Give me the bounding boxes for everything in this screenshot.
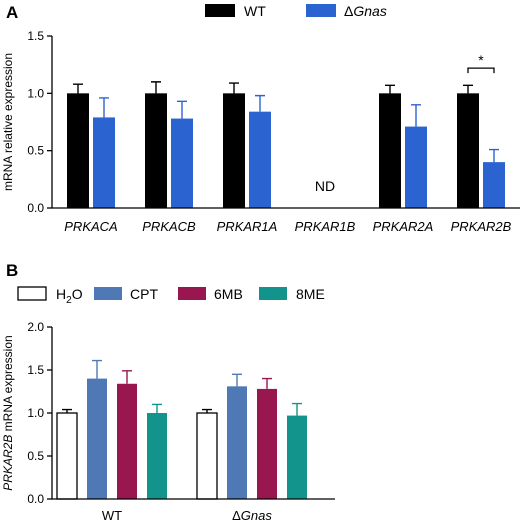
legend-gnas-label: ΔGnas xyxy=(344,3,387,19)
legend-wt-label: WT xyxy=(244,3,266,19)
panel-a-category-prkacb: PRKACB xyxy=(142,219,196,234)
panel-b-bar-h2o-group-0 xyxy=(56,412,78,500)
panel-b-error-bar-6mb-group-1 xyxy=(262,377,272,389)
legend-h2o-swatch xyxy=(17,286,47,301)
panel-b-error-bar-6mb-group-0 xyxy=(122,370,132,384)
panel-a-legend: WT ΔGnas xyxy=(205,3,387,19)
legend-gnas-prefix: Δ xyxy=(344,3,353,19)
panel-b-legend: H2O CPT 6MB 8ME xyxy=(17,286,325,306)
legend-h2o-label: H2O xyxy=(56,286,83,306)
panel-b-bar-cpt-group-0 xyxy=(87,378,107,499)
panel-a-error-bar-wt-prkar2b xyxy=(463,84,473,94)
panel-a-y-tick-label: 1.5 xyxy=(27,29,44,43)
significance-bracket-line xyxy=(467,67,495,74)
legend-h2o-h: H xyxy=(56,286,66,302)
panel-b-y-tick-label: 0.5 xyxy=(27,449,44,463)
panel-a-category-prkaca: PRKACA xyxy=(64,219,117,234)
panel-a-bar-gnas-prkaca xyxy=(93,117,115,208)
panel-b-error-bar-h2o-group-0 xyxy=(62,408,72,413)
legend-cpt-swatch xyxy=(94,287,122,300)
panel-b-category-gnas: ΔGnas xyxy=(232,508,272,523)
panel-b-y-axis-label-italic: PRKAR2B xyxy=(1,435,15,491)
panel-b-y-ticks: 0.0 0.5 1.0 1.5 2.0 xyxy=(27,320,52,506)
panel-b-bar-h2o-group-1 xyxy=(196,412,218,500)
panel-a-category-prkar2a: PRKAR2A xyxy=(373,219,434,234)
panel-b-bar-6mb-group-0 xyxy=(117,383,137,499)
panel-a-y-ticks: 0.0 0.5 1.0 1.5 xyxy=(27,29,52,215)
nd-annotation: ND xyxy=(315,178,335,194)
panel-b-category-gnas-italic: Gnas xyxy=(241,508,273,523)
significance-bracket: * xyxy=(467,52,495,74)
panel-b-y-tick-label: 1.5 xyxy=(27,363,44,377)
legend-8me-label: 8ME xyxy=(296,286,325,302)
legend-gnas-italic: Gnas xyxy=(353,3,386,19)
panel-a-axes xyxy=(51,36,520,209)
panel-a-bar-gnas-prkacb xyxy=(171,118,193,208)
panel-a-bar-wt-prkar2a xyxy=(379,93,401,208)
legend-cpt-label: CPT xyxy=(130,286,158,302)
panel-a-y-tick-label: 0.5 xyxy=(27,144,44,158)
panel-b-y-tick-label: 2.0 xyxy=(27,320,44,334)
panel-b-y-axis-label: PRKAR2B mRNA expression xyxy=(1,335,15,490)
panel-b-bar-6mb-group-1 xyxy=(257,388,277,499)
legend-wt-swatch xyxy=(205,4,235,17)
panel-a-bar-wt-prkar1a xyxy=(223,93,245,208)
panel-a-bars xyxy=(67,81,505,208)
panel-a-category-prkar1a: PRKAR1A xyxy=(217,219,278,234)
panel-a-error-bar-wt-prkacb xyxy=(151,81,161,94)
legend-8me-swatch xyxy=(259,287,287,300)
legend-6mb-swatch xyxy=(178,287,206,300)
panel-a-label: A xyxy=(6,3,18,22)
panel-b-error-bar-cpt-group-1 xyxy=(232,373,242,387)
legend-gnas-swatch xyxy=(306,4,336,17)
panel-a-error-bar-wt-prkaca xyxy=(73,83,83,94)
panel-b-error-bar-cpt-group-0 xyxy=(92,359,102,379)
panel-a-category-prkar2b: PRKAR2B xyxy=(451,219,512,234)
panel-a-bar-wt-prkaca xyxy=(67,93,89,208)
panel-b-y-axis-label-rest: mRNA expression xyxy=(1,335,15,434)
panel-b-y-tick-label: 0.0 xyxy=(27,492,44,506)
panel-a-bar-gnas-prkar2a xyxy=(405,126,427,208)
panel-a-y-tick-label: 1.0 xyxy=(27,86,44,100)
panel-b: B H2O CPT 6MB 8ME PRKAR2B mRNA expressio… xyxy=(1,261,335,523)
panel-a-category-prkar1b: PRKAR1B xyxy=(295,219,356,234)
panel-b-categories: WT ΔGnas xyxy=(102,508,272,523)
panel-a-error-bar-wt-prkar1a xyxy=(229,82,239,94)
panel-a-y-axis-label: mRNA relative expression xyxy=(1,53,15,191)
panel-a-bar-gnas-prkar2b xyxy=(483,162,505,208)
panel-b-error-bar-8me-group-0 xyxy=(152,403,162,413)
panel-a-error-bar-gnas-prkacb xyxy=(177,100,187,119)
legend-h2o-sub: 2 xyxy=(66,295,72,306)
panel-b-label: B xyxy=(6,261,18,280)
panel-b-y-tick-label: 1.0 xyxy=(27,406,44,420)
panel-a-bar-wt-prkacb xyxy=(145,93,167,208)
panel-a-error-bar-wt-prkar2a xyxy=(385,84,395,94)
panel-b-bar-cpt-group-1 xyxy=(227,386,247,499)
panel-b-bars xyxy=(56,359,307,500)
panel-a: A WT ΔGnas mRNA relative expression 0.00… xyxy=(1,3,520,234)
panel-a-error-bar-gnas-prkar2b xyxy=(489,148,499,163)
legend-6mb-label: 6MB xyxy=(214,286,243,302)
panel-b-bar-8me-group-1 xyxy=(287,415,307,499)
panel-b-category-wt: WT xyxy=(102,508,122,523)
panel-a-error-bar-gnas-prkaca xyxy=(99,97,109,118)
panel-b-category-gnas-prefix: Δ xyxy=(232,508,241,523)
panel-a-bar-gnas-prkar1a xyxy=(249,111,271,208)
panel-b-axes xyxy=(51,327,335,500)
panel-a-categories: PRKACA PRKACB PRKAR1A PRKAR1B PRKAR2A PRKAR2B xyxy=(64,219,511,234)
panel-a-bar-wt-prkar2b xyxy=(457,93,479,208)
panel-b-error-bar-8me-group-1 xyxy=(292,402,302,416)
significance-star: * xyxy=(478,52,484,68)
panel-b-error-bar-h2o-group-1 xyxy=(202,408,212,413)
legend-h2o-o: O xyxy=(72,286,83,302)
panel-a-error-bar-gnas-prkar2a xyxy=(411,104,421,127)
panel-b-bar-8me-group-0 xyxy=(147,413,167,499)
panel-a-error-bar-gnas-prkar1a xyxy=(255,94,265,112)
panel-a-y-tick-label: 0.0 xyxy=(27,201,44,215)
